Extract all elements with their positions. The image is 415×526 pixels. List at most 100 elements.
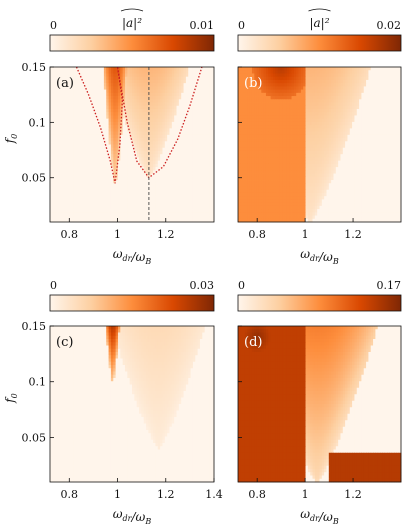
heatmap-cell [178, 205, 182, 210]
heatmap-cell [110, 189, 114, 194]
heatmap-cell [85, 83, 88, 87]
heatmap-cell [238, 99, 241, 103]
heatmap-cell [380, 118, 383, 123]
heatmap-cell [117, 192, 121, 197]
heatmap-cell [82, 186, 86, 191]
heatmap-cell [82, 70, 86, 74]
heatmap-cell [124, 183, 128, 187]
heatmap-cell [251, 105, 255, 110]
heatmap-cell [124, 189, 128, 194]
heatmap-cell [188, 86, 191, 91]
heatmap-cell [64, 92, 67, 97]
heatmap-cell [134, 96, 138, 100]
heatmap-cell [211, 202, 215, 207]
heatmap-cell [75, 160, 79, 165]
heatmap-cell [132, 86, 135, 91]
heatmap-cell [103, 209, 107, 213]
heatmap-cell [258, 125, 262, 129]
heatmap-cell [108, 180, 112, 184]
heatmap-cell [340, 131, 344, 136]
heatmap-cell [136, 86, 140, 91]
heatmap-cell [375, 73, 379, 78]
heatmap-cell [192, 99, 196, 103]
heatmap-cell [52, 105, 56, 110]
heatmap-cell [103, 173, 107, 178]
heatmap-cell [247, 115, 251, 120]
heatmap-cell [82, 170, 86, 174]
heatmap-cell [370, 128, 374, 132]
heatmap-cell [101, 89, 105, 94]
heatmap-cell [181, 128, 184, 132]
heatmap-cell [96, 180, 100, 184]
heatmap-cell [115, 76, 119, 81]
heatmap-cell [251, 121, 255, 126]
heatmap-cell [61, 205, 65, 210]
heatmap-cell [261, 99, 265, 103]
heatmap-cell [347, 108, 351, 113]
heatmap-cell [167, 183, 170, 187]
heatmap-cell [389, 138, 393, 142]
heatmap-cell [249, 67, 253, 71]
heatmap-cell [164, 131, 168, 136]
heatmap-cell [202, 131, 206, 136]
heatmap-cell [185, 99, 189, 103]
colorbar-title: |a|² [309, 16, 329, 30]
heatmap-cell [164, 99, 168, 103]
heatmap-cell [204, 121, 208, 126]
heatmap-cell [87, 209, 91, 213]
heatmap-cell [199, 141, 203, 145]
heatmap-cell [73, 92, 77, 97]
heatmap-cell [190, 150, 194, 155]
heatmap-cell [89, 160, 93, 165]
heatmap-cell [64, 167, 67, 171]
heatmap-cell [174, 83, 177, 87]
heatmap-cell [85, 73, 88, 78]
heatmap-cell [75, 209, 79, 213]
heatmap-cell [85, 205, 88, 210]
heatmap-cell [108, 134, 112, 139]
heatmap-cell [197, 99, 201, 103]
heatmap-cell [75, 150, 79, 155]
heatmap-cell [275, 73, 278, 78]
heatmap-cell [370, 102, 374, 107]
heatmap-cell [167, 76, 170, 81]
heatmap-cell [254, 67, 258, 71]
heatmap-cell [338, 121, 341, 126]
heatmap-cell [155, 183, 159, 187]
heatmap-cell [143, 205, 147, 210]
heatmap-cell [66, 170, 70, 174]
heatmap-cell [286, 102, 290, 107]
heatmap-cell [300, 118, 304, 123]
heatmap-cell [160, 96, 163, 100]
heatmap-cell [153, 134, 156, 139]
heatmap-cell [310, 99, 313, 103]
heatmap-cell [148, 118, 152, 123]
heatmap-cell [167, 173, 170, 178]
heatmap-cell [78, 157, 81, 162]
heatmap-cell [211, 189, 215, 194]
heatmap-cell [190, 144, 194, 149]
heatmap-cell [289, 131, 292, 136]
heatmap-cell [263, 118, 267, 123]
heatmap-cell [61, 154, 65, 158]
heatmap-cell [202, 199, 206, 204]
heatmap-cell [113, 173, 116, 178]
heatmap-cell [64, 121, 67, 126]
heatmap-cell [162, 79, 166, 84]
heatmap-cell [382, 70, 386, 74]
heatmap-cell [183, 192, 187, 197]
heatmap-cell [380, 131, 383, 136]
heatmap-cell [164, 102, 168, 107]
heatmap-cell [171, 163, 175, 168]
heatmap-cell [370, 73, 374, 78]
heatmap-cell [115, 138, 119, 142]
heatmap-cell [209, 209, 213, 213]
heatmap-cell [317, 121, 320, 126]
heatmap-cell [134, 131, 138, 136]
heatmap-cell [127, 134, 131, 139]
heatmap-cell [251, 118, 255, 123]
heatmap-cell [146, 89, 149, 94]
heatmap-cell [78, 154, 81, 158]
heatmap-cell [127, 125, 131, 129]
heatmap-cell [324, 76, 327, 81]
